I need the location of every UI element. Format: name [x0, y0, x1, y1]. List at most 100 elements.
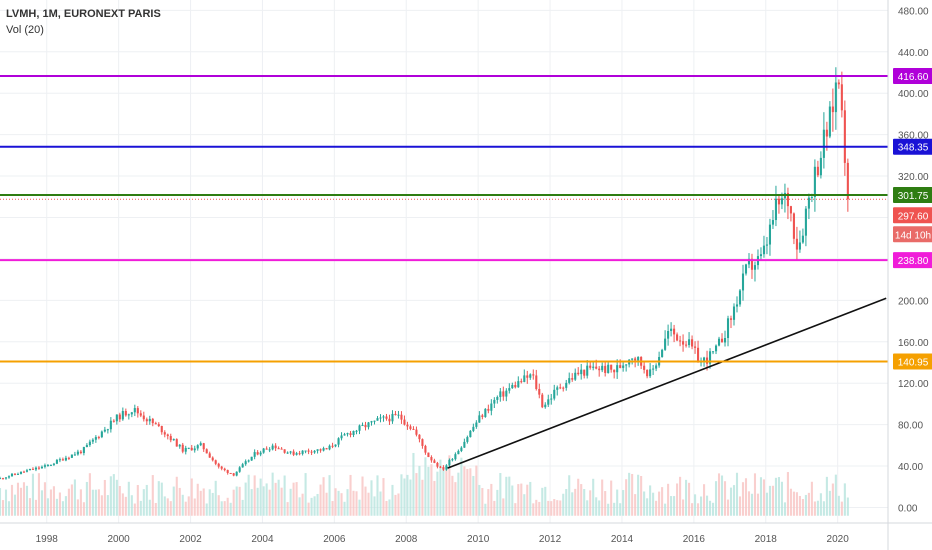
volume-bar — [765, 492, 769, 516]
candle-body — [631, 358, 634, 360]
candle-body — [331, 445, 334, 447]
candle-body — [574, 372, 577, 380]
volume-bar — [840, 501, 843, 516]
volume-bar — [286, 502, 289, 516]
candle-body — [265, 448, 268, 450]
volume-bar — [747, 491, 751, 516]
candle-body — [517, 381, 520, 388]
candle-body — [4, 477, 8, 479]
symbol-label: LVMH, 1M, EURONEXT PARIS — [6, 8, 161, 20]
candle-body — [493, 399, 496, 404]
volume-bar — [358, 499, 361, 516]
candle-body — [801, 235, 804, 243]
candle-body — [97, 437, 100, 439]
volume-bar — [433, 480, 436, 516]
candle-body — [247, 460, 250, 462]
candle-body — [13, 473, 17, 475]
volume-bar — [457, 472, 460, 516]
volume-bar — [187, 496, 190, 516]
volume-bar — [550, 501, 553, 516]
volume-bar — [361, 476, 364, 516]
candle-body — [664, 338, 667, 350]
candle-body — [741, 273, 745, 291]
volume-bar — [535, 499, 538, 516]
candle-body — [571, 378, 574, 380]
candle-body — [316, 449, 319, 451]
volume-bar — [454, 482, 457, 516]
volume-bar — [685, 479, 688, 516]
candle-body — [406, 424, 409, 427]
candle-body — [67, 457, 70, 459]
candle-body — [298, 453, 301, 455]
candle-body — [172, 439, 175, 441]
candle-body — [505, 390, 508, 397]
candle-body — [529, 374, 532, 378]
candle-body — [807, 197, 810, 209]
volume-bar — [61, 501, 64, 516]
candle-body — [592, 366, 595, 368]
candle-body — [538, 388, 541, 395]
volume-bar — [658, 491, 661, 516]
volume-bar — [723, 481, 727, 516]
candle-body — [43, 465, 46, 467]
volume-bar — [589, 490, 592, 516]
candle-body — [370, 421, 373, 423]
candle-body — [703, 357, 706, 362]
volume-bar — [64, 496, 67, 516]
candle-body — [190, 447, 193, 451]
volume-bar — [73, 479, 76, 516]
x-tick-label: 2020 — [827, 534, 850, 545]
volume-bar — [292, 482, 295, 516]
candle-body — [601, 365, 604, 371]
volume-bar — [43, 482, 46, 516]
volume-bar — [451, 475, 454, 516]
volume-bar — [487, 489, 490, 516]
candle-body — [91, 439, 94, 442]
volume-bar — [184, 501, 187, 516]
volume-bar — [676, 483, 679, 516]
volume-bar — [409, 479, 412, 516]
volume-bar — [762, 479, 766, 516]
candle-body — [646, 369, 649, 377]
candle-body — [744, 264, 748, 274]
candle-body — [589, 365, 592, 368]
candle-body — [598, 368, 601, 371]
candle-body — [679, 340, 682, 342]
volume-bar — [373, 496, 376, 516]
volume-bar — [172, 486, 175, 516]
volume-bar — [70, 484, 73, 516]
candle-body — [241, 464, 244, 468]
candle-body — [595, 366, 598, 369]
x-tick-label: 2002 — [179, 534, 202, 545]
volume-bar — [652, 492, 655, 516]
candle-body — [307, 450, 310, 452]
volume-bar — [637, 474, 640, 516]
volume-bar — [430, 464, 433, 516]
candle-body — [382, 416, 385, 418]
volume-bar — [193, 498, 196, 516]
volume-bar — [502, 498, 505, 516]
candle-body — [277, 448, 280, 450]
volume-bar — [831, 483, 834, 516]
candle-body — [427, 452, 430, 458]
candle-body — [169, 436, 172, 441]
volume-bar — [667, 483, 670, 516]
volume-bar — [625, 479, 628, 516]
candle-body — [520, 381, 523, 383]
x-tick-label: 2000 — [108, 534, 131, 545]
candle-body — [714, 345, 718, 352]
candle-body — [562, 387, 565, 389]
candle-body — [720, 338, 724, 343]
candle-body — [400, 414, 403, 420]
volume-bar — [307, 502, 310, 516]
volume-bar — [214, 480, 217, 516]
time-axis-background — [0, 523, 932, 550]
candle-body — [771, 220, 775, 225]
candle-body — [496, 397, 499, 400]
x-tick-label: 2010 — [467, 534, 490, 545]
volume-bar — [756, 493, 760, 516]
volume-bar — [750, 493, 754, 516]
volume-bar — [79, 489, 82, 516]
